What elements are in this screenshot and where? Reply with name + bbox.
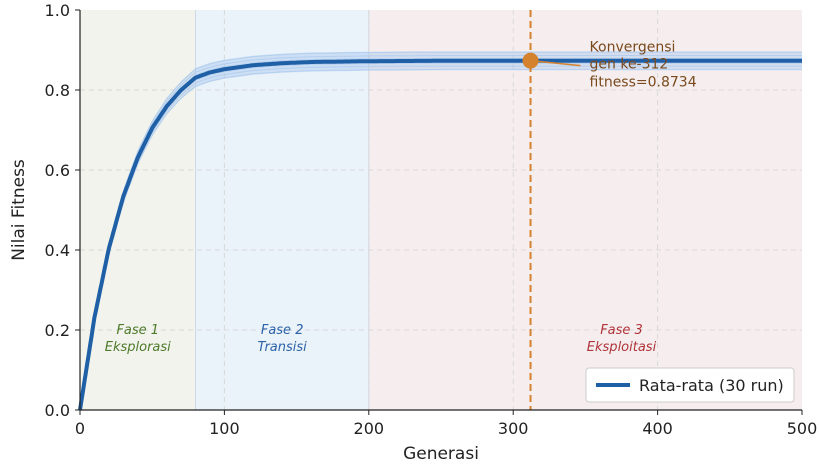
legend-label: Rata-rata (30 run) (639, 376, 784, 395)
phase-1-label-line2: Eksplorasi (105, 340, 171, 355)
run-line-6 (79, 51, 802, 411)
mean-line-layer (78, 58, 803, 411)
phase-3-label-line2: Eksploitasi (587, 340, 657, 355)
x-tick-label: 500 (787, 419, 818, 438)
phase-3-label-line1: Fase 3 (600, 323, 643, 338)
convergence-layer (522, 10, 581, 410)
phase-1-label-line1: Fase 1 (116, 323, 159, 338)
convergence-pointer (530, 59, 581, 67)
grid-layer (80, 10, 802, 410)
x-axis-label: Generasi (403, 444, 479, 464)
convergence-annotation-line1: Konvergensi (590, 40, 676, 56)
run-line-1 (79, 68, 802, 411)
run-line-3 (79, 62, 802, 411)
run-line-5 (79, 55, 802, 411)
convergence-annotation-line3: fitness=0.8734 (590, 75, 697, 91)
x-tick-label: 400 (642, 419, 673, 438)
y-tick-label: 1.0 (45, 1, 70, 20)
y-tick-label: 0.0 (45, 401, 70, 420)
y-axis-label: Nilai Fitness (9, 159, 29, 261)
legend-box (585, 367, 795, 403)
x-tick-label: 0 (75, 419, 85, 438)
y-tick-label: 0.4 (45, 241, 70, 260)
run-band-layer (79, 51, 802, 411)
phase-1-region (80, 10, 196, 410)
y-tick-label: 0.8 (45, 81, 70, 100)
legend: Rata-rata (30 run) (585, 367, 795, 403)
phase-2-label-line2: Transisi (258, 340, 308, 355)
mean-line (78, 58, 803, 411)
x-tick-label: 300 (498, 419, 529, 438)
run-line-4 (79, 57, 802, 411)
x-tick-label: 100 (209, 419, 240, 438)
phase-2-label-line1: Fase 2 (261, 323, 304, 338)
phase-3-region (368, 10, 802, 410)
convergence-annotation-line2: gen ke-312 (590, 57, 669, 73)
y-tick-label: 0.2 (45, 321, 70, 340)
convergence-point (522, 52, 539, 69)
run-line-2 (79, 65, 802, 411)
x-tick-label: 200 (354, 419, 385, 438)
axes-layer: 0 100 200 300 400 500 0.0 0.2 0.4 0.6 0.8 1.0 (45, 1, 818, 438)
y-tick-label: 0.6 (45, 161, 70, 180)
